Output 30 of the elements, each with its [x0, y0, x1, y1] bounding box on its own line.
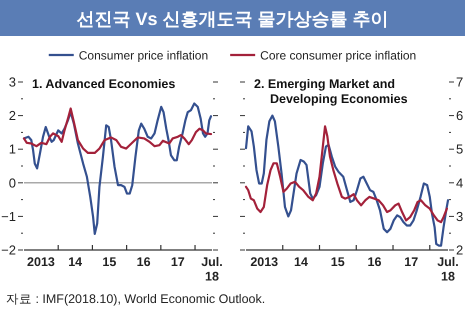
y2-tick-label: 6 [456, 108, 464, 124]
chart-title: 선진국 Vs 신흥개도국 물가상승률 추이 [76, 9, 389, 29]
y-tick-label: 0 [8, 175, 16, 190]
x-tick-label: Jul. 18 [201, 255, 223, 284]
x-tick-label: 17 [170, 255, 185, 269]
y2-tick-label: 4 [456, 175, 464, 190]
y-tick-label: 1 [8, 142, 16, 157]
legend-label: Core consumer price inflation [260, 48, 416, 62]
y2-tick-label: 2 [456, 242, 464, 258]
y2-tick-label: 5 [456, 142, 464, 157]
y-tick-label: 2 [8, 108, 16, 124]
x-tick-label: 14 [68, 255, 82, 269]
text: 자료 : IMF(2018.10), World Economic Outlook. [6, 292, 266, 306]
x-tick-label: 2013 [250, 255, 278, 269]
x-tick-label: Jul. 18 [437, 255, 459, 284]
x-tick-label: 14 [294, 255, 308, 269]
x-tick-label: 15 [330, 255, 345, 269]
y-tick-label: 3 [8, 74, 16, 90]
x-tick-label: 17 [404, 255, 418, 269]
chart-subtitle: 2. Emerging Market and Developing Economies [254, 77, 408, 106]
x-tick-label: 16 [368, 255, 382, 269]
legend-label: Consumer price inflation [78, 48, 208, 62]
y-tick-label: −1 [1, 208, 16, 224]
x-tick-label: 2013 [27, 255, 55, 269]
y-tick-label: −2 [1, 242, 16, 258]
y2-tick-label: 3 [456, 208, 464, 224]
y2-tick-label: 7 [456, 74, 464, 90]
x-tick-label: 16 [136, 255, 151, 269]
x-tick-label: 15 [102, 255, 116, 269]
chart-subtitle: 1. Advanced Economies [32, 77, 176, 91]
